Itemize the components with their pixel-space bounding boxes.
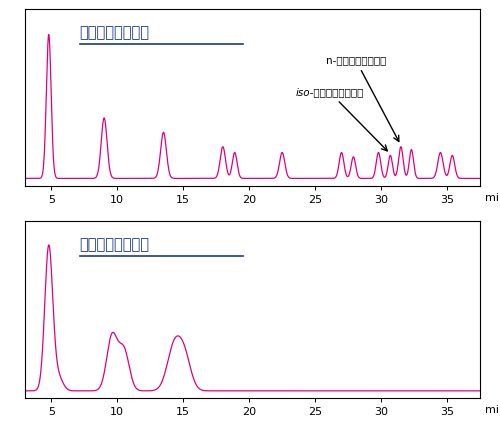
Text: min: min <box>484 405 500 415</box>
Text: n-プロピルパラベン: n-プロピルパラベン <box>326 55 399 142</box>
Text: カラム外拡散：小: カラム外拡散：小 <box>80 25 150 40</box>
Text: min: min <box>484 193 500 203</box>
Text: カラム外拡散：大: カラム外拡散：大 <box>80 238 150 253</box>
Text: iso-プロピルパラベン: iso-プロピルパラベン <box>296 87 388 151</box>
